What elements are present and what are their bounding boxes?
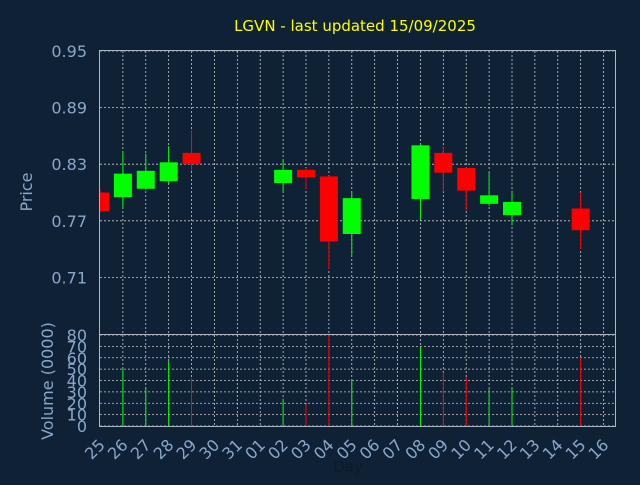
volume-tick-label: 10 — [67, 406, 87, 425]
candle-26 — [113, 151, 132, 209]
candle-body — [319, 176, 338, 242]
volume-grid — [100, 334, 615, 427]
volume-tick-label: 40 — [67, 372, 87, 391]
candle-body — [411, 145, 430, 200]
price-tick-label: 0.71 — [51, 268, 87, 287]
price-candles — [99, 130, 590, 269]
price-tick-label: 0.95 — [51, 42, 87, 61]
volume-tick-label: 70 — [67, 337, 87, 356]
volume-tick-label: 20 — [67, 394, 87, 413]
candle-body — [113, 173, 132, 198]
volume-tick-label: 30 — [67, 383, 87, 402]
price-tick-label: 0.77 — [51, 212, 87, 231]
x-axis-label: Day — [333, 458, 363, 476]
x-tick-label: 16 — [585, 435, 613, 463]
candle-12 — [503, 190, 521, 226]
candle-08 — [411, 144, 430, 220]
candle-body — [297, 169, 315, 178]
price-panel-frame — [99, 50, 616, 335]
volume-tick-label: 60 — [67, 349, 87, 368]
volume-bars — [122, 335, 582, 426]
candle-05 — [342, 192, 361, 255]
candle-body — [182, 152, 201, 165]
candle-02 — [274, 159, 293, 192]
candle-25 — [99, 189, 109, 213]
volume-tick-label: 80 — [67, 326, 87, 345]
price-tick-label: 0.83 — [51, 155, 87, 174]
candle-body — [571, 208, 590, 231]
candle-body — [434, 152, 453, 173]
volume-axis-label: Volume (0000) — [38, 322, 57, 440]
candle-body — [159, 162, 178, 182]
price-tick-label: 0.89 — [51, 99, 87, 118]
candle-body — [503, 201, 521, 216]
candle-04 — [319, 175, 338, 269]
candle-body — [480, 195, 499, 204]
candle-29 — [182, 130, 201, 171]
candle-body — [274, 169, 293, 184]
price-grid — [100, 50, 615, 334]
candle-28 — [159, 146, 178, 185]
price-y-ticks: 0.95 0.89 0.83 0.77 0.71 — [51, 42, 87, 287]
candle-03 — [297, 167, 315, 189]
candle-body — [342, 198, 361, 235]
price-axis-label: Price — [17, 172, 36, 211]
candle-15 — [571, 192, 590, 250]
volume-panel-frame — [99, 334, 616, 427]
candle-body — [457, 167, 476, 191]
candle-body — [100, 192, 109, 212]
volume-tick-label: 0 — [77, 417, 87, 436]
chart-title: LGVN - last updated 15/09/2025 — [234, 17, 476, 35]
candle-10 — [457, 167, 476, 211]
candle-09 — [434, 146, 453, 192]
candle-27 — [136, 153, 155, 190]
candle-body — [136, 170, 155, 189]
candle-11 — [480, 172, 499, 206]
volume-tick-label: 50 — [67, 360, 87, 379]
